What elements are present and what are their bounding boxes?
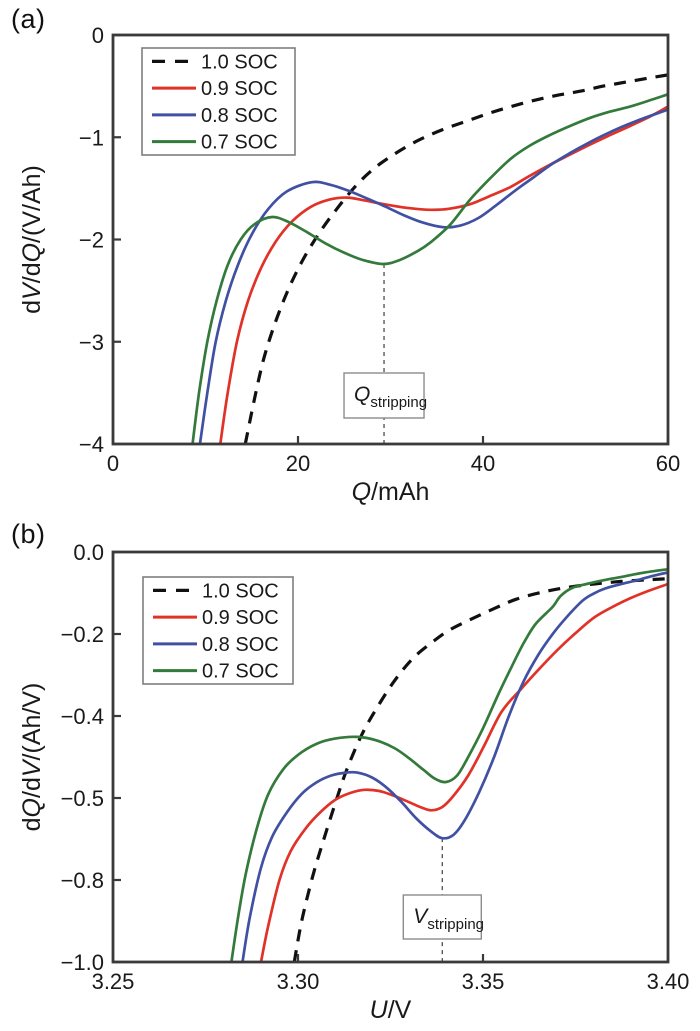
- legend-item-label: 0.8 SOC: [201, 105, 278, 127]
- legend-item-label: 1.0 SOC: [202, 580, 279, 602]
- y-tick-label: 0: [92, 23, 104, 48]
- legend: 1.0 SOC 0.9 SOC 0.8 SOC 0.7 SOC: [141, 47, 296, 156]
- legend-item-label: 1.0 SOC: [201, 51, 278, 73]
- panel-a: (a) 0 20 40 60 0 −1 −2 −3 −4 1.0 SOC 0.9 SOC 0.8 SO…: [0, 0, 700, 515]
- legend-item-label: 0.7 SOC: [202, 661, 279, 683]
- y-axis-title: dV/dQ/(V/Ah): [18, 165, 46, 314]
- series-0.8-soc-curve: [198, 108, 668, 444]
- panel-a-label: (a): [11, 4, 46, 34]
- legend-box: [141, 47, 296, 156]
- plot-border: [111, 550, 670, 964]
- y-tick-label: −2: [79, 228, 104, 253]
- axis-ticks: 3.25 3.30 3.35 3.40 0.0 −0.2 −0.4 −0.5 −0.8 −1.0: [61, 540, 690, 994]
- y-tick-label: −0.5: [61, 786, 104, 811]
- x-tick-label: 0: [107, 451, 119, 476]
- series-0.7-soc-curve: [230, 567, 668, 962]
- y-tick-label: −0.2: [61, 622, 104, 647]
- stripping-annotation: Vstripping: [402, 894, 484, 940]
- x-tick-label: 3.40: [647, 969, 690, 994]
- legend-item-label: 0.9 SOC: [202, 607, 279, 629]
- x-tick-label: 20: [286, 451, 310, 476]
- stripping-label-box: [402, 894, 482, 940]
- y-tick-label: −1.0: [61, 950, 104, 975]
- panel-b: (b) 3.25 3.30 3.35 3.40 0.0 −0.2 −0.4 −0.5 −0.8 −…: [0, 515, 700, 1031]
- legend-box: [142, 576, 294, 685]
- series-curves: [230, 567, 668, 962]
- y-tick-label: 0.0: [73, 540, 104, 565]
- legend-item-label: 0.7 SOC: [201, 132, 278, 154]
- stripping-annotation: Qstripping: [343, 372, 427, 419]
- y-axis-title: dQ/dV/(Ah/V): [18, 683, 46, 832]
- x-axis-title: U/V: [370, 996, 412, 1024]
- series-curves: [191, 73, 668, 444]
- axis-ticks: 0 20 40 60 0 −1 −2 −3 −4: [79, 23, 680, 476]
- panel-b-label: (b): [11, 519, 46, 549]
- y-tick-label: −3: [79, 330, 104, 355]
- chart-b-dqdv-plot: 3.25 3.30 3.35 3.40 0.0 −0.2 −0.4 −0.5 −0.8 −1.0 1…: [18, 540, 690, 1024]
- y-tick-label: −0.8: [61, 868, 104, 893]
- legend-item-label: 0.8 SOC: [202, 634, 279, 656]
- legend-item-label: 0.9 SOC: [201, 78, 278, 100]
- series-1.0-soc-curve: [243, 73, 668, 444]
- series-0.7-soc-curve: [191, 93, 668, 444]
- y-tick-label: −1: [79, 125, 104, 150]
- series-0.8-soc-curve: [241, 571, 668, 962]
- stripping-label-text: Vstripping: [413, 905, 484, 933]
- legend: 1.0 SOC 0.9 SOC 0.8 SOC 0.7 SOC: [142, 576, 294, 685]
- x-tick-label: 60: [656, 451, 680, 476]
- plot-border: [111, 33, 670, 446]
- x-tick-label: 3.30: [277, 969, 320, 994]
- x-tick-label: 3.35: [462, 969, 505, 994]
- stripping-label-box: [343, 372, 425, 419]
- x-axis-title: Q/mAh: [352, 478, 430, 506]
- series-0.9-soc-curve: [218, 105, 668, 444]
- series-1.0-soc-curve: [292, 577, 668, 962]
- series-0.9-soc-curve: [259, 582, 668, 962]
- stripping-label-text: Qstripping: [354, 383, 427, 411]
- x-tick-label: 3.25: [92, 969, 135, 994]
- chart-a-dvdq-plot: 0 20 40 60 0 −1 −2 −3 −4 1.0 SOC 0.9 SOC 0.8 SOC 0.7…: [18, 23, 680, 506]
- y-tick-label: −4: [79, 432, 104, 457]
- x-tick-label: 40: [471, 451, 495, 476]
- y-tick-label: −0.4: [61, 704, 104, 729]
